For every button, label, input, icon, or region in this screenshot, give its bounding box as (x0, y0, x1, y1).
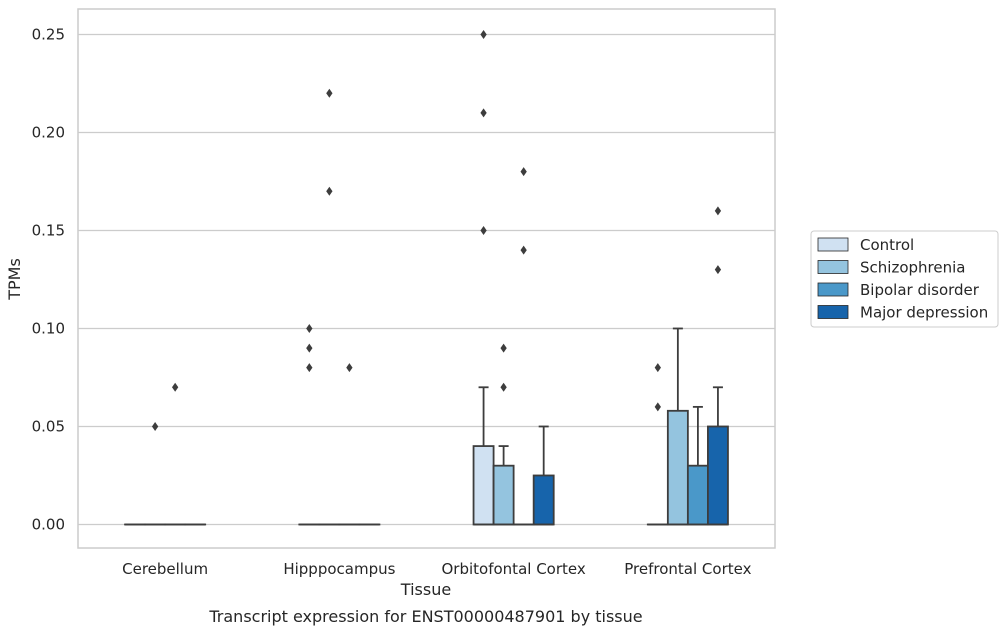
outlier-point (654, 363, 661, 373)
box-schizophrenia (492, 445, 515, 526)
legend-swatch (817, 282, 849, 297)
legend-swatch (817, 237, 849, 252)
x-tick-label: Prefrontal Cortex (624, 560, 751, 578)
outlier-point (326, 186, 333, 196)
box-body (472, 445, 495, 526)
outlier-point (326, 88, 333, 98)
box-bipolar-disorder (686, 405, 709, 526)
box-body (492, 464, 515, 526)
outlier-point (480, 108, 487, 118)
outlier-point (500, 382, 507, 392)
outlier-point (306, 343, 313, 353)
outlier-point (500, 343, 507, 353)
x-tick-label: Hipppocampus (283, 560, 395, 578)
outlier-point (480, 29, 487, 39)
box-major-depression (532, 425, 555, 526)
outliers (151, 29, 722, 431)
y-axis-label: TPMs (5, 258, 24, 301)
outlier-point (520, 167, 527, 177)
outlier-point (346, 363, 353, 373)
plot-area-frame (77, 8, 776, 549)
legend-frame (810, 230, 999, 328)
y-tick-label: 0.20 (32, 123, 65, 141)
legend-swatch (817, 305, 849, 319)
box-body (686, 464, 709, 526)
box-body (707, 425, 729, 526)
outlier-point (151, 421, 159, 431)
y-axis-ticks: 0.00 0.05 0.10 0.15 0.20 0.25 (32, 25, 65, 533)
y-tick-label: 0.10 (32, 319, 65, 337)
outlier-point (714, 265, 722, 275)
legend-label: Schizophrenia (860, 259, 965, 277)
chart-caption: Transcript expression for ENST0000048790… (208, 607, 642, 626)
box-body (532, 474, 555, 526)
legend-label: Bipolar disorder (860, 281, 980, 299)
outlier-point (171, 382, 179, 392)
outlier-point (520, 245, 527, 255)
outlier-point (714, 206, 722, 216)
outlier-point (654, 402, 661, 412)
x-tick-label: Cerebellum (122, 560, 208, 578)
x-axis-ticks: Cerebellum Hipppocampus Orbitofontal Corte… (122, 560, 751, 578)
y-tick-label: 0.15 (32, 221, 65, 239)
legend: Control Schizophrenia Bipolar disorder Majo… (810, 230, 999, 328)
legend-label: Major depression (860, 304, 988, 322)
box-major-depression (707, 386, 729, 526)
x-tick-label: Orbitofontal Cortex (442, 560, 586, 578)
y-tick-label: 0.25 (32, 25, 65, 43)
outlier-point (306, 323, 313, 333)
outlier-point (306, 363, 313, 373)
y-tick-label: 0.05 (32, 417, 65, 435)
y-tick-label: 0.00 (32, 515, 65, 533)
legend-swatch (817, 260, 849, 274)
boxes (124, 327, 729, 526)
x-axis-label: Tissue (400, 580, 451, 599)
legend-label: Control (860, 236, 914, 254)
box-body (666, 409, 689, 526)
outlier-point (480, 225, 487, 235)
